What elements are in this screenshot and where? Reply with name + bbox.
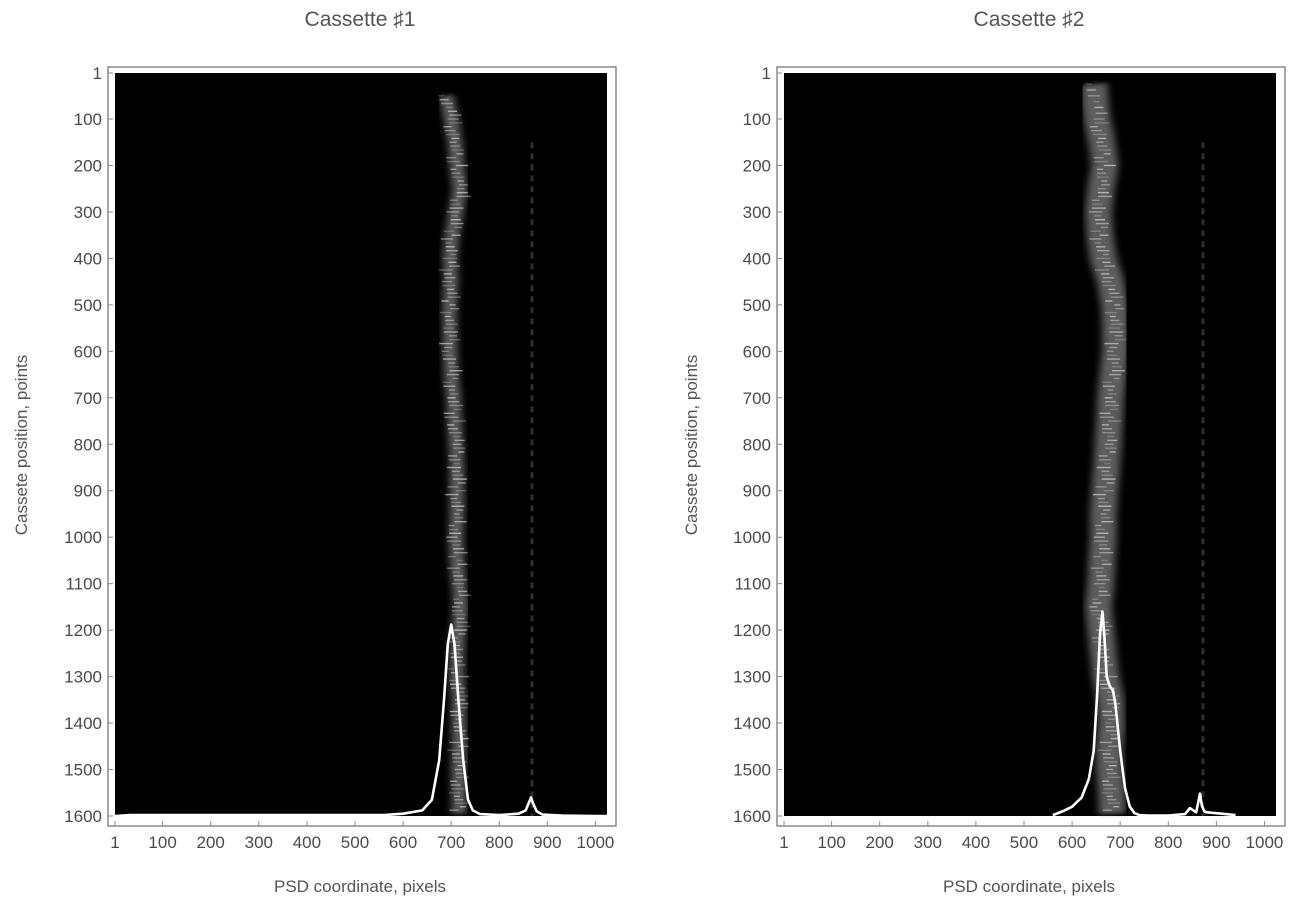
profile-line	[114, 623, 607, 818]
y-axis-label: Cassete position, points	[12, 355, 31, 536]
y-tick-label: 1600	[64, 807, 102, 826]
intensity-streaks	[1085, 83, 1126, 811]
y-tick-label: 1	[762, 64, 771, 83]
y-tick-label: 500	[743, 296, 771, 315]
y-axis: 1100200300400500600700800900100011001200…	[64, 64, 113, 826]
x-tick-label: 800	[485, 833, 513, 852]
y-tick-label: 900	[743, 482, 771, 501]
x-axis: 1 100 200 300 400 500 600 700 800 900 1000	[779, 821, 1283, 852]
x-axis-label: PSD coordinate, pixels	[943, 877, 1115, 896]
x-tick-label: 600	[1058, 833, 1086, 852]
y-tick-label: 1400	[733, 714, 771, 733]
y-tick-label: 100	[743, 110, 771, 129]
y-tick-label: 1000	[64, 528, 102, 547]
x-tick-label: 100	[817, 833, 845, 852]
y-tick-label: 1200	[733, 621, 771, 640]
x-tick-label: 900	[1202, 833, 1230, 852]
y-axis-label: Cassete position, points	[682, 355, 701, 536]
x-tick-label: 600	[389, 833, 417, 852]
y-tick-label: 400	[74, 249, 102, 268]
x-tick-label: 400	[962, 833, 990, 852]
profile-line	[1052, 610, 1236, 817]
y-tick-label: 1600	[733, 807, 771, 826]
x-tick-label: 300	[245, 833, 273, 852]
x-tick-label: 800	[1154, 833, 1182, 852]
y-tick-label: 200	[74, 156, 102, 175]
y-tick-label: 300	[743, 203, 771, 222]
y-tick-label: 1400	[64, 714, 102, 733]
y-axis: 1100200300400500600700800900100011001200…	[733, 64, 782, 826]
y-tick-label: 900	[74, 482, 102, 501]
x-tick-label: 400	[293, 833, 321, 852]
y-tick-label: 800	[74, 435, 102, 454]
y-tick-label: 1300	[64, 668, 102, 687]
x-tick-label: 700	[437, 833, 465, 852]
x-tick-label: 200	[866, 833, 894, 852]
chart-title: Cassette ♯2	[974, 8, 1085, 31]
y-tick-label: 700	[743, 389, 771, 408]
x-tick-label: 900	[533, 833, 561, 852]
chart-panel-cassette-1: Cassette ♯1 1 100 200 300 400 500 600 700 800 900…	[12, 8, 617, 896]
y-tick-label: 600	[74, 342, 102, 361]
y-tick-label: 1300	[733, 668, 771, 687]
y-tick-label: 700	[74, 389, 102, 408]
heatmap-area: 1 100 200 300 400 500 600 700 800 900 100011002003…	[64, 64, 617, 852]
heatmap-background	[784, 73, 1276, 816]
heatmap-area: 1 100 200 300 400 500 600 700 800 900 100011002003…	[733, 64, 1286, 852]
y-tick-label: 500	[74, 296, 102, 315]
chart-title: Cassette ♯1	[305, 8, 416, 31]
y-tick-label: 1	[93, 64, 102, 83]
y-tick-label: 400	[743, 249, 771, 268]
y-tick-label: 300	[74, 203, 102, 222]
x-tick-label: 300	[914, 833, 942, 852]
y-tick-label: 1200	[64, 621, 102, 640]
x-tick-label: 1	[110, 833, 119, 852]
x-tick-label: 1000	[577, 833, 615, 852]
x-tick-label: 1000	[1246, 833, 1284, 852]
y-tick-label: 1500	[733, 761, 771, 780]
x-axis-label: PSD coordinate, pixels	[274, 877, 446, 896]
x-tick-label: 500	[1010, 833, 1038, 852]
y-tick-label: 1500	[64, 761, 102, 780]
heatmap-background	[115, 73, 607, 816]
x-tick-label: 700	[1106, 833, 1134, 852]
x-tick-label: 100	[148, 833, 176, 852]
x-tick-label: 500	[341, 833, 369, 852]
y-tick-label: 200	[743, 156, 771, 175]
y-tick-label: 800	[743, 435, 771, 454]
x-axis: 1 100 200 300 400 500 600 700 800 900 1000	[110, 821, 614, 852]
y-tick-label: 100	[74, 110, 102, 129]
y-tick-label: 1100	[734, 575, 771, 594]
chart-panel-cassette-2: Cassette ♯2 1 100 200 300 400 500 600 700 800 900…	[682, 8, 1286, 896]
y-tick-label: 1000	[733, 528, 771, 547]
y-tick-label: 600	[743, 342, 771, 361]
x-tick-label: 1	[779, 833, 788, 852]
x-tick-label: 200	[197, 833, 225, 852]
y-tick-label: 1100	[65, 575, 102, 594]
